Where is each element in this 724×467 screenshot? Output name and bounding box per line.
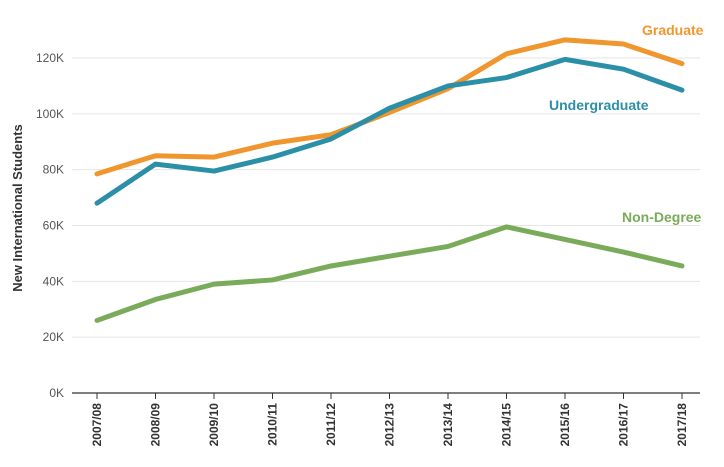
x-tick-label: 2017/18 — [675, 403, 689, 447]
x-tick-label: 2014/15 — [500, 403, 514, 447]
series-labels: Graduate Undergraduate Non-Degree — [549, 22, 704, 225]
y-tick-label: 0K — [49, 386, 64, 400]
x-tick-label: 2013/14 — [441, 403, 455, 447]
y-tick-label: 40K — [43, 274, 64, 288]
x-tick-label: 2015/16 — [558, 403, 572, 447]
series-lines — [94, 37, 685, 323]
x-tick-label: 2012/13 — [383, 403, 397, 447]
y-tick-label: 120K — [36, 51, 64, 65]
axes: 0K 20K 40K 60K 80K 100K 120K 2007/08 2008/09 2009… — [36, 51, 700, 446]
series-line-undergraduate — [94, 56, 685, 206]
x-tick-label: 2008/09 — [149, 403, 163, 447]
series-label-undergraduate: Undergraduate — [549, 97, 649, 113]
series-label-graduate: Graduate — [642, 22, 704, 38]
x-tick-label: 2016/17 — [617, 403, 631, 447]
series-label-non-degree: Non-Degree — [622, 209, 702, 225]
series-line-non-degree — [94, 224, 685, 323]
y-axis-title: New International Students — [10, 124, 25, 292]
x-tick-label: 2007/08 — [90, 403, 104, 447]
y-tick-label: 20K — [43, 330, 64, 344]
x-tick-label: 2011/12 — [324, 403, 338, 446]
x-tick-label: 2009/10 — [207, 403, 221, 447]
y-tick-label: 80K — [43, 163, 64, 177]
x-tick-label: 2010/11 — [266, 403, 280, 446]
y-tick-label: 100K — [36, 107, 64, 121]
y-tick-label: 60K — [43, 219, 64, 233]
